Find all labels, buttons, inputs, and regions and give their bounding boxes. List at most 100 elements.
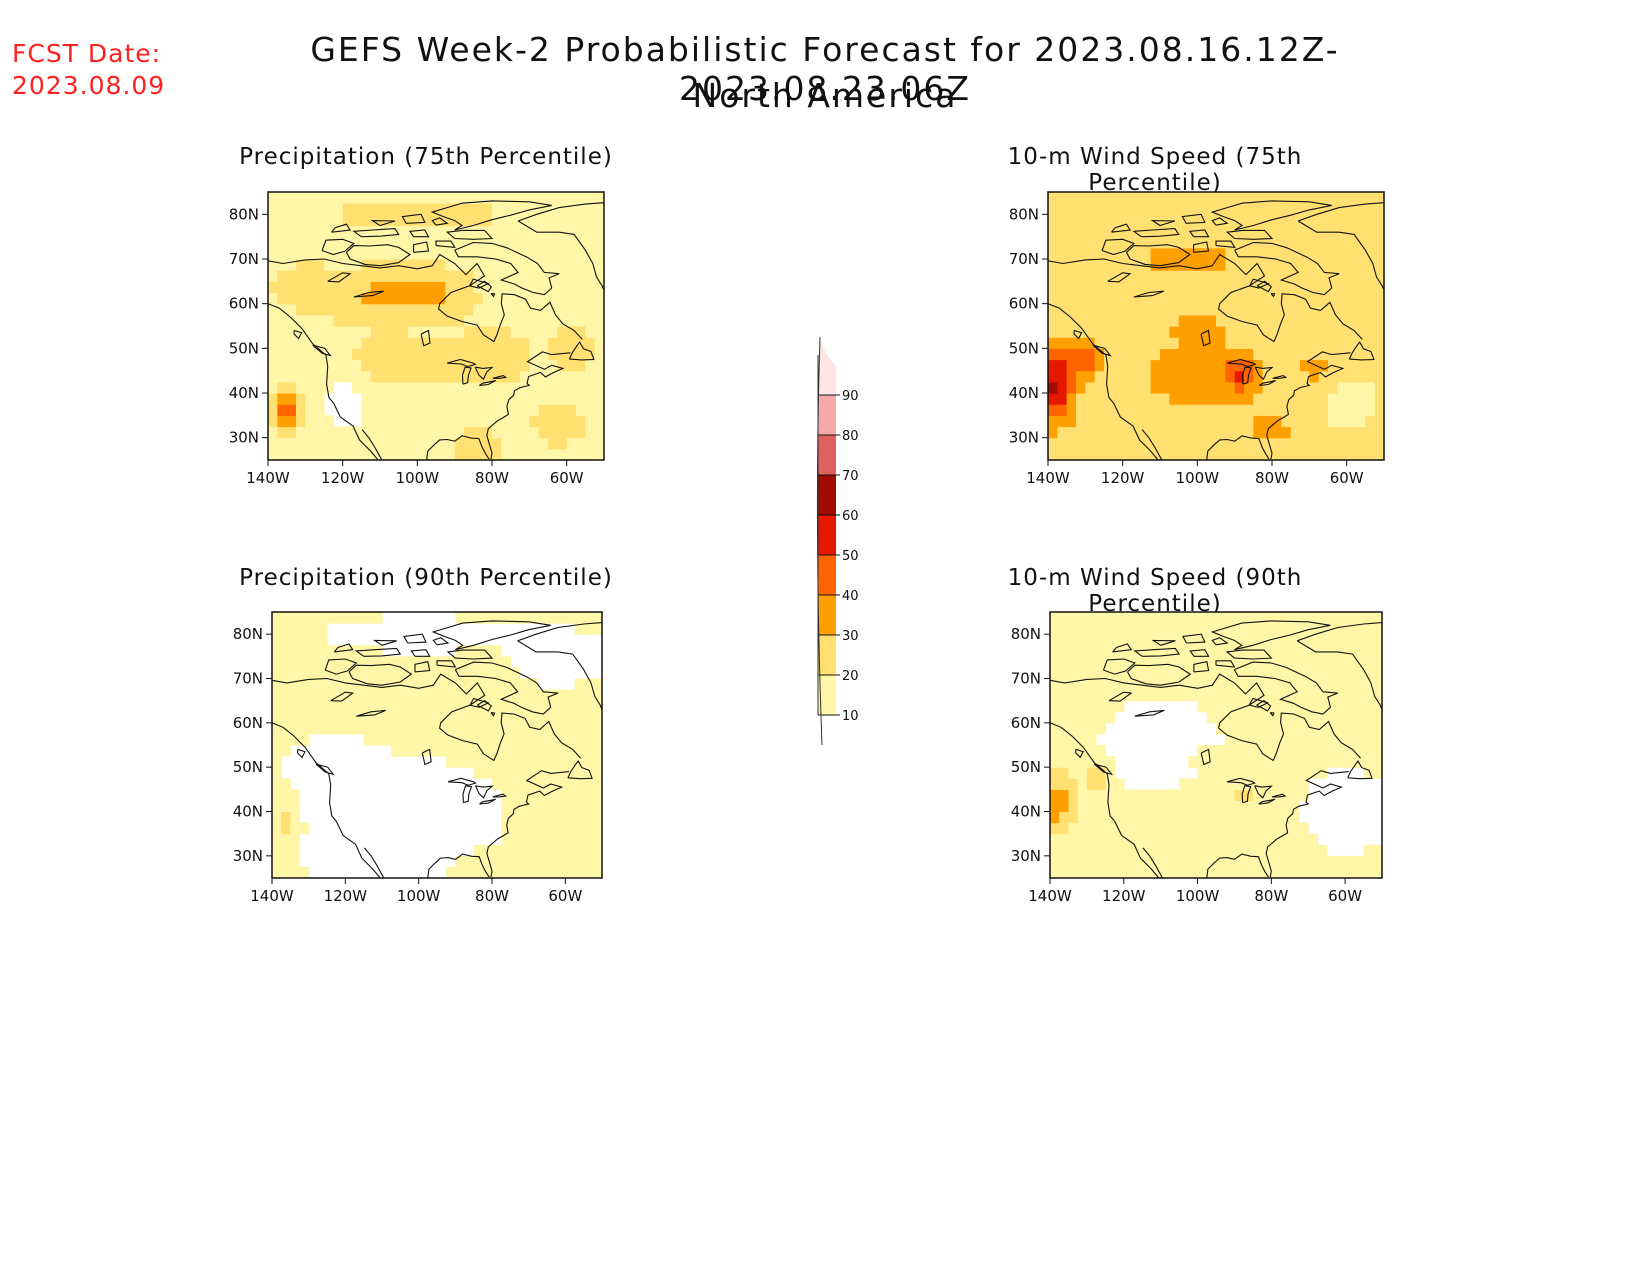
probability-cell: [1114, 822, 1125, 835]
probability-cell: [1141, 270, 1152, 282]
probability-cell: [1188, 844, 1199, 857]
probability-cell: [529, 236, 540, 249]
probability-cell: [565, 722, 576, 735]
probability-cell: [1160, 381, 1170, 394]
probability-cell: [492, 722, 502, 735]
coastline: [431, 620, 551, 651]
probability-cell: [464, 259, 474, 271]
probability-cell: [409, 678, 420, 691]
probability-cell: [1105, 789, 1116, 802]
probability-cell: [1197, 415, 1208, 428]
probability-cell: [1169, 348, 1180, 361]
probability-cell: [538, 448, 549, 460]
probability-cell: [445, 359, 456, 372]
probability-cell: [528, 822, 539, 835]
fcst-date-label: FCST Date:: [12, 39, 162, 68]
probability-cell: [372, 733, 383, 746]
probability-cell: [336, 700, 346, 713]
probability-cell: [1365, 314, 1376, 327]
probability-cell: [510, 192, 521, 204]
probability-cell: [1262, 733, 1272, 746]
probability-cell: [1066, 437, 1077, 450]
probability-cell: [409, 656, 420, 669]
probability-cell: [1169, 326, 1180, 338]
probability-cell: [510, 733, 521, 746]
probability-cell: [1318, 192, 1329, 204]
probability-cell: [557, 259, 568, 271]
probability-cell: [1096, 612, 1106, 624]
probability-cell: [1123, 678, 1134, 691]
probability-cell: [1077, 623, 1088, 635]
probability-cell: [1188, 426, 1198, 439]
probability-cell: [1132, 337, 1142, 349]
probability-cell: [1346, 236, 1357, 249]
probability-cell: [576, 348, 586, 361]
probability-cell: [1243, 811, 1254, 824]
coastline: [469, 697, 490, 708]
probability-cell: [520, 192, 530, 204]
probability-cell: [1104, 404, 1114, 416]
probability-cell: [1178, 448, 1189, 460]
probability-cell: [1309, 292, 1320, 305]
probability-cell: [1105, 634, 1116, 646]
probability-cell: [1050, 700, 1060, 713]
probability-cell: [361, 437, 372, 450]
probability-cell: [510, 711, 521, 724]
probability-cell: [537, 745, 548, 757]
probability-cell: [277, 247, 288, 260]
probability-cell: [1328, 404, 1338, 416]
probability-cell: [1206, 370, 1217, 383]
probability-cell: [492, 656, 502, 669]
probability-cell: [1057, 214, 1068, 227]
probability-cell: [594, 247, 604, 260]
probability-cell: [1252, 700, 1263, 713]
probability-cell: [538, 203, 549, 215]
probability-cell: [327, 711, 337, 724]
probability-cell: [1243, 822, 1254, 835]
probability-cell: [501, 359, 512, 372]
probability-cell: [1160, 448, 1170, 460]
probability-cell: [268, 437, 278, 450]
probability-cell: [1076, 359, 1086, 372]
probability-cell: [1272, 281, 1282, 294]
probability-cell: [1086, 833, 1097, 846]
probability-cell: [464, 314, 474, 327]
probability-cell: [1096, 634, 1106, 646]
probability-cell: [454, 404, 465, 416]
probability-cell: [574, 833, 585, 846]
probability-cell: [408, 326, 418, 338]
probability-cell: [305, 326, 316, 338]
probability-cell: [1206, 303, 1217, 316]
probability-cell: [324, 426, 334, 439]
probability-cell: [1374, 359, 1384, 372]
probability-cell: [585, 203, 596, 215]
probability-cell: [1374, 326, 1384, 338]
probability-cell: [1206, 800, 1217, 813]
probability-cell: [592, 789, 602, 802]
probability-cell: [1225, 678, 1236, 691]
probability-cell: [268, 359, 278, 372]
probability-cell: [1262, 855, 1272, 868]
probability-cell: [529, 192, 540, 204]
probability-cell: [1169, 203, 1180, 215]
probability-cell: [1068, 678, 1079, 691]
probability-cell: [482, 733, 493, 746]
probability-cell: [277, 415, 288, 428]
probability-cell: [1057, 326, 1068, 338]
probability-cell: [286, 292, 297, 305]
probability-cell: [1085, 247, 1096, 260]
probability-cell: [1104, 314, 1114, 327]
probability-cell: [585, 448, 596, 460]
probability-cell: [1252, 645, 1263, 657]
probability-cell: [333, 192, 344, 204]
probability-cell: [1050, 678, 1060, 691]
probability-cell: [268, 393, 278, 405]
coastline: [324, 658, 358, 675]
probability-cell: [1169, 359, 1180, 372]
probability-cell: [565, 689, 576, 702]
probability-cell: [361, 247, 372, 260]
probability-cell: [556, 711, 566, 724]
probability-cell: [492, 292, 502, 305]
probability-cell: [327, 612, 337, 624]
probability-cell: [333, 337, 344, 349]
